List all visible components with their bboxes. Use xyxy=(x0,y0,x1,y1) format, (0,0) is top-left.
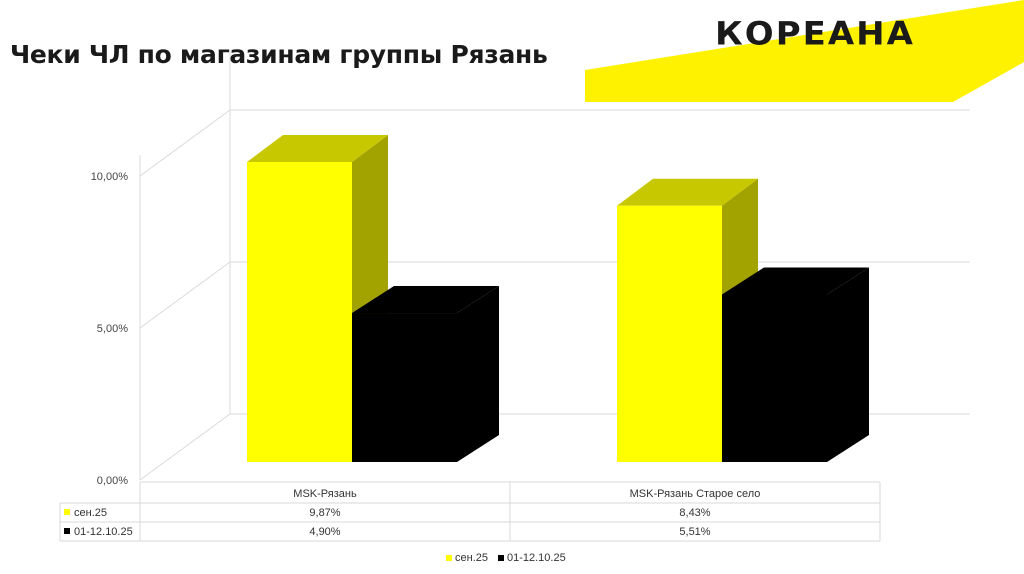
y-tick-label-0: 0,00% xyxy=(97,475,128,487)
legend: сен.25 01-12.10.25 xyxy=(446,552,566,564)
table-swatch-0 xyxy=(64,509,70,515)
data-label-1-0: 4,90% xyxy=(309,526,340,538)
y-tick-label-1: 5,00% xyxy=(97,323,128,335)
bar-side-1-0 xyxy=(457,286,499,462)
page-title: Чеки ЧЛ по магазинам группы Рязань xyxy=(10,40,548,69)
legend-label-1: 01-12.10.25 xyxy=(506,552,566,564)
bar-front-1-1 xyxy=(722,294,827,462)
y-tick-label-2: 10,00% xyxy=(91,171,129,183)
bar-side-1-1 xyxy=(827,267,869,462)
data-label-0-1: 8,43% xyxy=(679,507,710,519)
brand-band-shape xyxy=(585,0,1024,102)
brand-logo: КОРЕАНА xyxy=(715,15,915,53)
bar-1-0 xyxy=(352,286,499,462)
wall-edge-0 xyxy=(139,413,231,481)
legend-label-0: сен.25 xyxy=(455,552,488,564)
brand-band xyxy=(585,0,1024,102)
data-label-0-0: 9,87% xyxy=(309,507,340,519)
bar-1-1 xyxy=(722,267,869,462)
bar-front-0-0 xyxy=(247,161,352,462)
legend-swatch-0 xyxy=(446,555,452,561)
wall-edge-1 xyxy=(139,261,231,329)
legend-item-0: сен.25 xyxy=(446,552,488,564)
bar-top-0-1 xyxy=(617,178,758,206)
table-series-name-0: сен.25 xyxy=(74,507,107,519)
data-label-1-1: 5,51% xyxy=(679,526,710,538)
x-category-label-1: MSK-Рязань Старое село xyxy=(630,488,761,500)
legend-item-1: 01-12.10.25 xyxy=(497,552,566,564)
bar-front-1-0 xyxy=(352,313,457,462)
bar-top-1-0 xyxy=(352,286,499,314)
legend-swatch-1 xyxy=(497,555,504,561)
bar-top-1-1 xyxy=(722,267,869,295)
table-swatch-1 xyxy=(64,528,70,534)
x-category-label-0: MSK-Рязань xyxy=(293,488,357,500)
bar-front-0-1 xyxy=(617,205,722,462)
bar-top-0-0 xyxy=(247,134,388,162)
wall-edge-2 xyxy=(139,109,231,177)
table-series-name-1: 01-12.10.25 xyxy=(74,526,133,538)
